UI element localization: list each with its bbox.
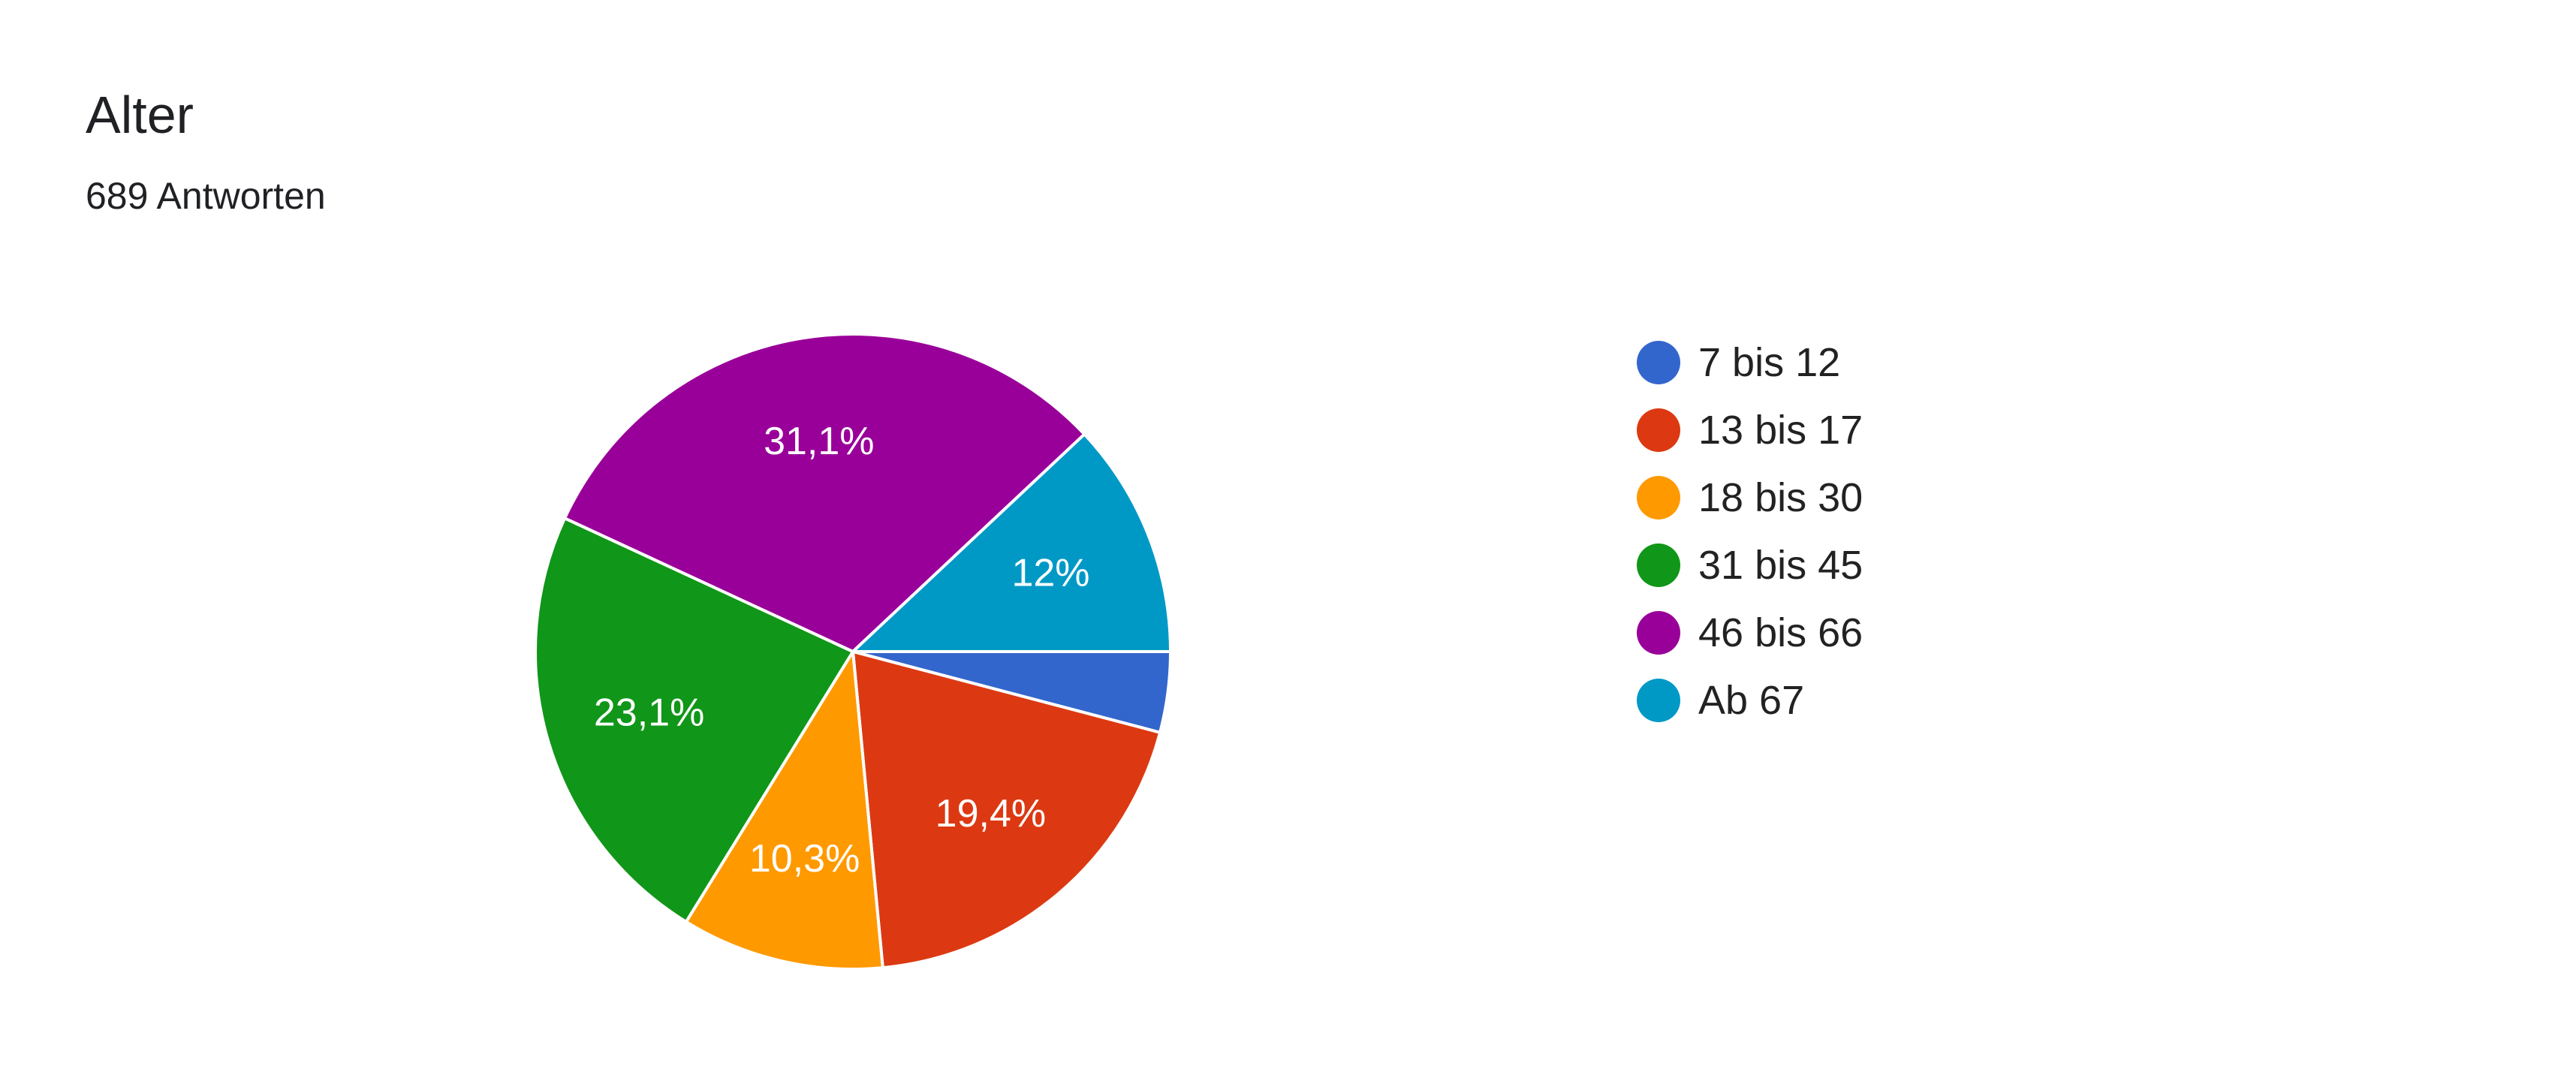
legend-item-46-bis-66[interactable]: 46 bis 66	[1637, 599, 1863, 667]
legend-item-13-bis-17[interactable]: 13 bis 17	[1637, 396, 1863, 464]
pie-slice-18-bis-30[interactable]	[684, 650, 884, 971]
legend-item-18-bis-30[interactable]: 18 bis 30	[1637, 464, 1863, 531]
legend-item-ab-67[interactable]: Ab 67	[1637, 667, 1863, 734]
slice-label-18-bis-30: 10,3%	[749, 837, 860, 881]
legend-swatch-icon	[1637, 679, 1680, 722]
legend-label: Ab 67	[1698, 678, 1805, 723]
legend-item-31-bis-45[interactable]: 31 bis 45	[1637, 531, 1863, 599]
legend-swatch-icon	[1637, 341, 1680, 384]
legend-swatch-icon	[1637, 408, 1680, 452]
legend-swatch-icon	[1637, 544, 1680, 587]
slice-label-31-bis-45: 23,1%	[594, 691, 704, 735]
pie-slice-46-bis-66[interactable]	[563, 333, 1086, 653]
legend-swatch-icon	[1637, 611, 1680, 655]
slice-label-46-bis-66: 31,1%	[764, 420, 874, 463]
legend-label: 31 bis 45	[1698, 543, 1863, 588]
chart-legend: 7 bis 12 13 bis 17 18 bis 30 31 bis 45 46 bi…	[1637, 329, 1863, 734]
pie-slice-31-bis-45[interactable]	[534, 516, 854, 923]
legend-label: 13 bis 17	[1698, 408, 1863, 453]
slice-label-ab-67: 12%	[1011, 552, 1089, 595]
response-count: 689 Antworten	[86, 175, 326, 217]
pie-slices	[534, 333, 1172, 971]
legend-label: 7 bis 12	[1698, 340, 1841, 385]
legend-item-7-bis-12[interactable]: 7 bis 12	[1637, 329, 1863, 396]
legend-swatch-icon	[1637, 476, 1680, 519]
legend-label: 18 bis 30	[1698, 475, 1863, 520]
legend-label: 46 bis 66	[1698, 610, 1863, 655]
pie-slice-labels: 19,4% 10,3% 23,1% 31,1% 12%	[594, 420, 1090, 881]
slice-label-13-bis-17: 19,4%	[935, 792, 1046, 836]
chart-title: Alter	[86, 86, 194, 144]
pie-slice-ab-67[interactable]	[851, 432, 1172, 653]
pie-slice-13-bis-17[interactable]	[851, 650, 1162, 970]
